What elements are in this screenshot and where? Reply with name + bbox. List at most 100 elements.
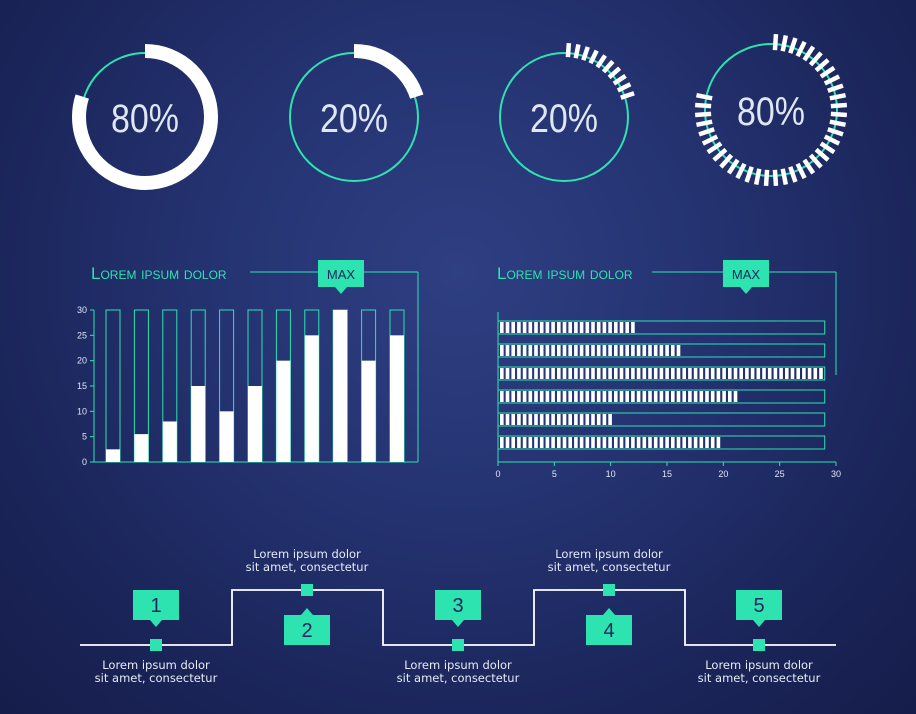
gauge-arc bbox=[72, 44, 218, 190]
gauge-segment bbox=[808, 51, 823, 67]
bar-frame bbox=[497, 389, 826, 404]
bar-segment bbox=[585, 322, 590, 333]
bar-segment bbox=[574, 345, 578, 356]
bar-segment bbox=[636, 368, 641, 379]
bar-segment bbox=[767, 368, 772, 379]
timeline-node bbox=[603, 584, 615, 596]
step-caption-line2: sit amet, consectetur bbox=[697, 671, 821, 685]
bar-segment bbox=[500, 437, 504, 448]
step-number: 3 bbox=[452, 595, 463, 617]
y-tick-label: 25 bbox=[77, 330, 87, 340]
max-callout: MAX bbox=[723, 260, 769, 294]
bar-segment bbox=[699, 368, 704, 379]
bar bbox=[500, 391, 738, 402]
gauge-segment bbox=[772, 169, 779, 186]
bar-segment bbox=[659, 368, 664, 379]
bar-segment bbox=[579, 322, 584, 333]
max-callout: MAX bbox=[318, 260, 364, 294]
bar-segment bbox=[574, 322, 578, 333]
bar-segment bbox=[614, 437, 618, 448]
step-caption-line2: sit amet, consectetur bbox=[396, 671, 520, 685]
bar-segment bbox=[619, 345, 624, 356]
bar-segment bbox=[562, 414, 567, 425]
bar-segment bbox=[596, 345, 601, 356]
bar-segment bbox=[705, 437, 709, 448]
bar-segment bbox=[522, 322, 527, 333]
bar-segment bbox=[528, 414, 533, 425]
gauge: 20% bbox=[281, 44, 427, 190]
step-badge bbox=[736, 590, 782, 620]
bar-segment bbox=[568, 414, 572, 425]
bar-segment bbox=[522, 391, 527, 402]
bar bbox=[500, 368, 823, 379]
bar-segment bbox=[522, 345, 527, 356]
x-axis: 0 5 10 15 20 25 30 bbox=[495, 312, 841, 479]
bar-segment bbox=[688, 437, 692, 448]
bar-segment bbox=[568, 391, 572, 402]
bar-segment bbox=[619, 322, 624, 333]
timeline: 1 2 3 4 5 bbox=[80, 584, 836, 651]
bar-segment bbox=[511, 345, 515, 356]
bar-segment bbox=[545, 368, 550, 379]
bar-segment bbox=[551, 345, 555, 356]
gauge-segment bbox=[726, 158, 740, 175]
bar-segment bbox=[722, 391, 726, 402]
bar-segment bbox=[602, 345, 607, 356]
timeline-node bbox=[753, 639, 765, 651]
gauge-segment bbox=[753, 168, 762, 185]
gauge-segment bbox=[808, 153, 823, 169]
bar-segment bbox=[511, 368, 515, 379]
bar-segment bbox=[522, 437, 527, 448]
timeline-step: 2 bbox=[284, 584, 330, 645]
step-caption-line2: sit amet, consectetur bbox=[547, 560, 671, 574]
bar-segment bbox=[562, 368, 567, 379]
gauge-segment bbox=[607, 66, 622, 80]
bar-segment bbox=[545, 437, 550, 448]
bar-segment bbox=[676, 437, 681, 448]
gauge-segment bbox=[565, 43, 572, 58]
bar-segment bbox=[665, 391, 669, 402]
gauge-track bbox=[704, 43, 838, 177]
bar-segment bbox=[608, 345, 612, 356]
bar-segment bbox=[517, 391, 521, 402]
bar-segment bbox=[676, 391, 681, 402]
gauge-segment bbox=[595, 54, 607, 69]
y-tick-label: 0 bbox=[82, 457, 87, 467]
bar-segment bbox=[619, 437, 624, 448]
bar-segment bbox=[534, 345, 538, 356]
bar-frame bbox=[497, 412, 826, 427]
bar-segment bbox=[539, 345, 544, 356]
bar-segment bbox=[579, 391, 584, 402]
bar-segment bbox=[591, 391, 595, 402]
gauge-value-label: 80% bbox=[737, 90, 805, 134]
gauge-value-label: 20% bbox=[530, 97, 598, 141]
bar-segment bbox=[614, 345, 618, 356]
bar bbox=[162, 421, 177, 462]
bar-segment bbox=[653, 368, 658, 379]
timeline-step: 1 bbox=[133, 590, 179, 651]
timeline-node bbox=[150, 639, 162, 651]
step-caption-line1: Lorem ipsum dolor bbox=[253, 547, 361, 561]
bar-segment bbox=[625, 345, 629, 356]
bar-segment bbox=[790, 368, 795, 379]
bar-segment bbox=[596, 414, 601, 425]
bar-segment bbox=[602, 437, 607, 448]
bar-segment bbox=[608, 414, 612, 425]
gauges-row: 80% 20% 20% 80% bbox=[72, 34, 847, 190]
bar-segment bbox=[522, 414, 527, 425]
bar-segment bbox=[568, 345, 572, 356]
x-tick-label: 20 bbox=[718, 469, 728, 479]
y-tick-label: 5 bbox=[82, 432, 87, 442]
step-badge bbox=[435, 590, 481, 620]
bar-segment bbox=[716, 437, 721, 448]
bar-segment bbox=[562, 345, 567, 356]
bar-segment bbox=[534, 322, 538, 333]
gauge-segment bbox=[696, 119, 713, 128]
step-caption-line1: Lorem ipsum dolor bbox=[102, 658, 210, 672]
bar-segment bbox=[625, 437, 629, 448]
bar-segment bbox=[591, 368, 595, 379]
step-caption: Lorem ipsum dolor sit amet, consectetur bbox=[207, 548, 407, 574]
bar-segment bbox=[745, 368, 749, 379]
bar-segment bbox=[619, 368, 624, 379]
